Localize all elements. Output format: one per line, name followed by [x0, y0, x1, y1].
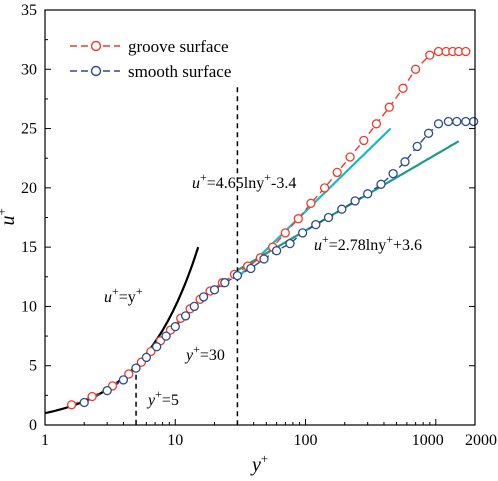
- x-tick-label: 1000: [412, 432, 444, 449]
- plot-frame: [44, 9, 476, 426]
- data-point: [311, 219, 321, 230]
- data-point: [161, 331, 171, 341]
- legend-label: smooth surface: [128, 62, 231, 81]
- legend-marker: [90, 40, 102, 52]
- data-point: [425, 50, 435, 60]
- y-tick-label: 0: [29, 417, 37, 434]
- reference-lines: [135, 69, 239, 425]
- data-point: [443, 116, 454, 127]
- data-point: [332, 167, 342, 178]
- legend-marker: [90, 65, 102, 77]
- data-point: [87, 391, 97, 402]
- legend: groove surface smooth surface: [62, 27, 272, 87]
- data-point: [232, 270, 243, 281]
- x-tick-label: 100: [294, 432, 318, 449]
- data-point: [285, 238, 295, 249]
- tick-labels: 0 5 10 15 20 25 30 35 1 10 100 1000 2000: [21, 2, 497, 449]
- data-point: [79, 397, 89, 408]
- annotations: u+=y+ u+=4.65lny+-3.4 u+=2.78lny++3.6 y+=5 y…: [104, 170, 422, 409]
- data-point: [359, 135, 369, 146]
- annotation-y5: y+=5: [146, 387, 179, 409]
- data-point: [468, 116, 479, 127]
- data-point: [412, 141, 422, 152]
- series-points: [66, 46, 479, 410]
- y-tick-label: 35: [21, 2, 37, 19]
- data-point: [271, 246, 282, 256]
- data-point: [180, 311, 191, 321]
- data-point: [400, 157, 410, 167]
- data-point: [198, 292, 209, 302]
- annotation-y30: y+=30: [184, 342, 225, 364]
- series-lines: [71, 50, 474, 406]
- y-tick-label: 25: [21, 121, 37, 138]
- data-point: [259, 254, 269, 264]
- axis-ticks: [44, 9, 476, 426]
- data-point: [189, 301, 199, 312]
- data-point: [337, 204, 347, 214]
- y-tick-label: 30: [21, 61, 37, 78]
- annotation-groove-fit: u+=4.65lny+-3.4: [192, 170, 296, 192]
- series-line: [71, 50, 466, 406]
- data-point: [433, 46, 444, 57]
- data-point: [152, 342, 162, 352]
- data-point: [345, 152, 355, 162]
- data-point: [410, 64, 421, 74]
- data-point: [376, 179, 386, 189]
- data-point: [280, 228, 290, 238]
- y-tick-label: 10: [21, 298, 37, 315]
- data-point: [293, 214, 303, 224]
- data-point: [452, 116, 462, 127]
- data-point: [363, 189, 373, 199]
- data-point: [461, 46, 471, 57]
- data-point: [102, 385, 112, 396]
- x-axis-label: y+: [250, 451, 268, 476]
- data-point: [388, 168, 398, 179]
- data-point: [461, 116, 471, 127]
- data-point: [66, 400, 77, 410]
- y-tick-label: 15: [21, 239, 37, 256]
- x-tick-label: 2000: [465, 432, 497, 449]
- data-point: [323, 212, 334, 223]
- data-point: [131, 363, 141, 373]
- data-point: [398, 83, 408, 93]
- data-point: [170, 321, 180, 332]
- annotation-smooth-fit: u+=2.78lny++3.6: [314, 232, 422, 254]
- data-point: [209, 285, 220, 295]
- data-point: [319, 183, 330, 193]
- data-point: [371, 119, 382, 129]
- data-point: [118, 375, 129, 385]
- x-tick-label: 10: [167, 432, 183, 449]
- y-tick-label: 5: [29, 358, 37, 375]
- y-axis-label: u+: [0, 208, 19, 225]
- data-point: [141, 352, 152, 363]
- data-point: [246, 263, 256, 274]
- x-tick-label: 1: [41, 432, 49, 449]
- legend-box: [62, 27, 272, 87]
- data-point: [124, 369, 134, 379]
- data-point: [350, 196, 360, 206]
- annotation-viscous: u+=y+: [104, 284, 143, 306]
- data-point: [384, 102, 394, 112]
- data-point: [297, 228, 308, 238]
- data-point: [220, 278, 230, 288]
- data-point: [433, 119, 444, 129]
- data-point: [306, 198, 316, 208]
- legend-label: groove surface: [128, 37, 229, 56]
- data-point: [423, 128, 434, 138]
- y-tick-label: 20: [21, 180, 37, 197]
